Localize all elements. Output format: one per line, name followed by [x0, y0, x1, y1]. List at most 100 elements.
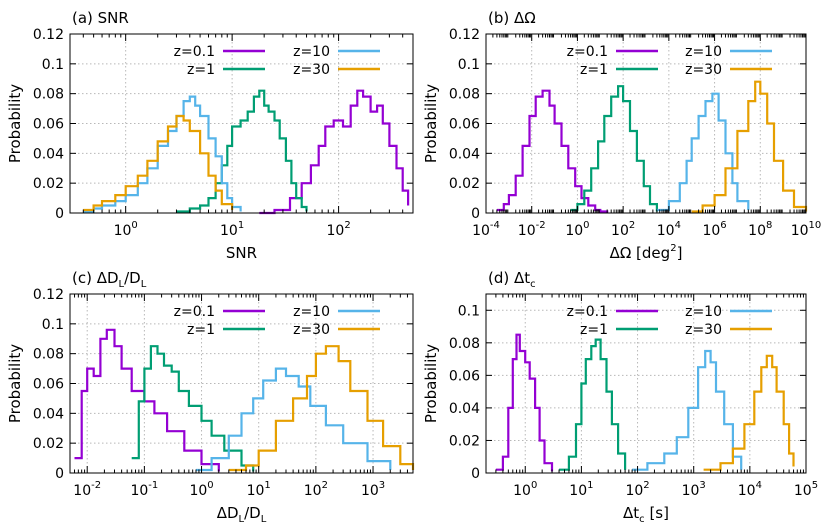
legend-label: z=0.1: [174, 304, 215, 320]
legend-label: z=10: [685, 304, 722, 320]
legend-label: z=1: [187, 322, 215, 338]
y-tick-label: 0.12: [449, 27, 480, 43]
series-line-z-30: [691, 80, 808, 213]
legend-label: z=30: [685, 62, 722, 78]
y-tick-label: 0.02: [33, 176, 64, 192]
x-axis-title: ΔDL​/DL​: [217, 504, 267, 525]
x-tick-label: 10-2​: [518, 220, 546, 239]
panel-b: 0 0.02 0.04 0.06 0.08 0.1 0.12 10-4​ 10-2​ 100​ 10…: [422, 9, 821, 262]
series-line-z-1: [131, 345, 255, 472]
x-tick-label: 101​: [247, 480, 271, 499]
y-tick-label: 0: [471, 206, 480, 222]
y-tick-label: 0.04: [33, 146, 64, 162]
y-tick-label: 0.02: [33, 436, 64, 452]
x-tick-label: 106​: [702, 220, 726, 239]
x-tick-label: 1010​: [791, 220, 822, 239]
x-tick-label: 102​: [304, 480, 328, 499]
y-tick-label: 0.08: [33, 87, 64, 103]
y-tick-label: 0.1: [458, 57, 480, 73]
panel-title: (d) Δtc​: [488, 269, 536, 290]
x-tick-label: 100​: [513, 480, 537, 499]
x-tick-label: 102​: [611, 220, 635, 239]
series-line-z-0.1: [496, 89, 609, 213]
y-tick-label: 0: [471, 466, 480, 482]
y-axis-title: Probability: [6, 84, 24, 163]
legend-label: z=1: [580, 322, 608, 338]
legend-label: z=30: [685, 322, 722, 338]
y-tick-label: 0.04: [33, 406, 64, 422]
y-tick-label: 0: [55, 466, 64, 482]
x-tick-label: 103​: [361, 480, 385, 499]
y-tick-label: 0.06: [449, 117, 480, 133]
x-tick-label: 10-2​: [73, 480, 101, 499]
y-tick-label: 0.1: [458, 303, 480, 319]
series-line-z-30: [703, 354, 795, 471]
legend-label: z=10: [685, 44, 722, 60]
x-tick-label: 10-4​: [472, 220, 500, 239]
panel-c: 0 0.02 0.04 0.06 0.08 0.1 0.12 10-2​ 10-1​ 100​ 10…: [6, 269, 415, 525]
series-line-z-30: [228, 345, 415, 472]
y-tick-label: 0.12: [33, 287, 64, 303]
y-tick-label: 0.06: [449, 368, 480, 384]
legend-label: z=0.1: [567, 44, 608, 60]
series-line-z-30: [83, 114, 234, 212]
y-tick-label: 0.02: [449, 176, 480, 192]
x-tick-label: 104​: [657, 220, 681, 239]
y-tick-label: 0.1: [42, 57, 64, 73]
y-axis-title: Probability: [422, 344, 440, 423]
series-line-z-0.1: [495, 333, 554, 472]
x-tick-label: 105​: [794, 480, 818, 499]
y-tick-label: 0.06: [33, 377, 64, 393]
series-line-z-10: [632, 349, 743, 471]
panel-d: 0 0.02 0.04 0.06 0.08 0.1 100​ 101​ 102​ 103​ 104​…: [422, 269, 818, 525]
legend-label: z=1: [580, 62, 608, 78]
series-line-z-10: [196, 367, 392, 472]
x-tick-label: 102​: [326, 220, 350, 239]
series-line-z-1: [570, 85, 658, 212]
y-tick-label: 0.12: [33, 27, 64, 43]
series-line-z-10: [656, 92, 750, 212]
panel-a: 0 0.02 0.04 0.06 0.08 0.1 0.12 100​ 101​ 102​ (a) …: [6, 9, 414, 262]
x-tick-label: 10-1​: [130, 480, 158, 499]
y-tick-label: 0.04: [449, 146, 480, 162]
legend-label: z=10: [293, 304, 330, 320]
panel-title: (b) ΔΩ: [488, 9, 536, 27]
legend-label: z=30: [293, 62, 330, 78]
x-tick-label: 102​: [625, 480, 649, 499]
y-tick-label: 0.02: [449, 433, 480, 449]
y-axis-title: Probability: [6, 344, 24, 423]
y-axis-title: Probability: [422, 84, 440, 163]
x-tick-label: 100​: [565, 220, 589, 239]
y-tick-label: 0.08: [449, 336, 480, 352]
legend-label: z=1: [187, 62, 215, 78]
series-line-z-0.1: [74, 328, 220, 472]
y-tick-label: 0.1: [42, 317, 64, 333]
x-tick-label: 101​: [569, 480, 593, 499]
plot-frame: [485, 293, 807, 474]
panel-title: (c) ΔDL​/DL​: [72, 269, 147, 290]
x-tick-label: 100​: [114, 220, 138, 239]
x-axis-title: ΔΩ [deg2​]: [610, 243, 683, 262]
x-axis-title: Δtc​ [s]: [623, 504, 669, 525]
legend-label: z=0.1: [567, 304, 608, 320]
panel-title: (a) SNR: [72, 9, 129, 27]
x-tick-label: 100​: [189, 480, 213, 499]
series-line-z-1: [559, 338, 627, 471]
y-tick-label: 0.04: [449, 401, 480, 417]
x-axis-title: SNR: [226, 244, 257, 262]
y-tick-label: 0.08: [449, 87, 480, 103]
x-tick-label: 104​: [738, 480, 762, 499]
legend-label: z=30: [293, 322, 330, 338]
legend-label: z=0.1: [174, 44, 215, 60]
x-tick-label: 101​: [220, 220, 244, 239]
series-line-z-1: [176, 89, 308, 213]
x-tick-label: 108​: [748, 220, 772, 239]
y-tick-label: 0.06: [33, 117, 64, 133]
y-tick-label: 0.08: [33, 347, 64, 363]
x-tick-label: 103​: [682, 480, 706, 499]
legend-label: z=10: [293, 44, 330, 60]
y-tick-label: 0: [55, 206, 64, 222]
series-line-z-0.1: [259, 89, 410, 215]
